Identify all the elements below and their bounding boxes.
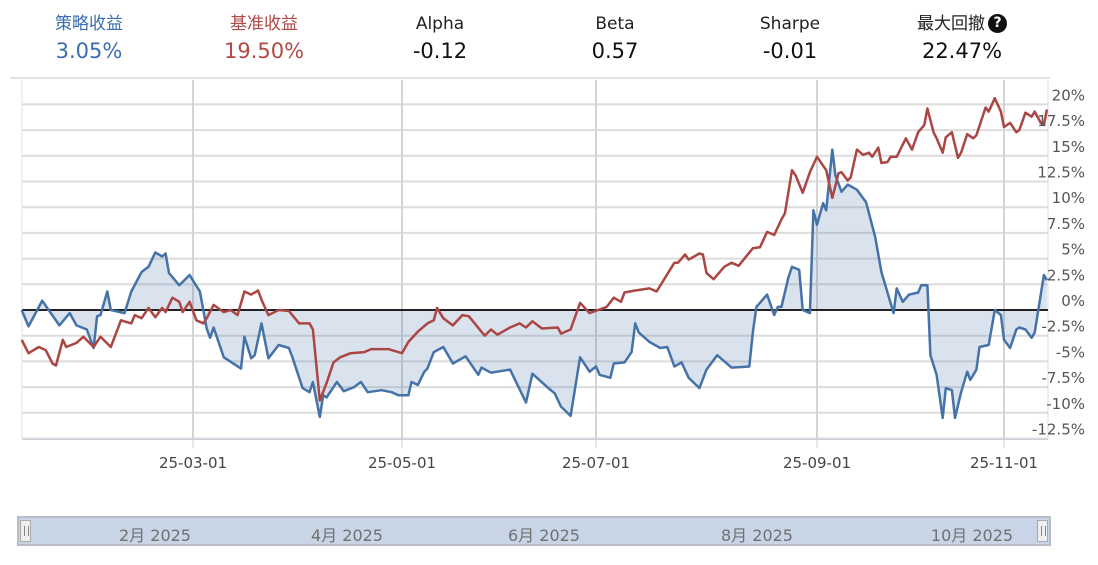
range-navigator[interactable]: 2月 2025 4月 2025 6月 2025 8月 2025 10月 2025: [17, 516, 1051, 546]
x-tick-label: 25-09-01: [783, 454, 851, 472]
y-tick-label: 17.5%: [1037, 112, 1085, 130]
stat-beta: Beta 0.57: [535, 12, 695, 66]
y-tick-label: 15%: [1052, 138, 1085, 156]
stat-max-drawdown: 最大回撤? 22.47%: [882, 12, 1042, 66]
y-tick-label: -10%: [1046, 395, 1085, 413]
x-tick-label: 25-05-01: [368, 454, 436, 472]
navigator-left-handle[interactable]: [20, 520, 31, 542]
y-axis: 20% 17.5% 15% 12.5% 10% 7.5% 5% 2.5% 0% -2.5% -5% -…: [1032, 86, 1085, 438]
navigator-right-handle[interactable]: [1037, 520, 1048, 542]
returns-chart: 20% 17.5% 15% 12.5% 10% 7.5% 5% 2.5% 0% -2.5% -5% -…: [20, 80, 1085, 472]
navigator-label: 4月 2025: [311, 526, 383, 545]
divider: [10, 77, 1050, 79]
stat-label-wrap: 最大回撤?: [882, 12, 1042, 36]
x-axis: 25-03-01 25-05-01 25-07-01 25-09-01 25-11-01: [159, 454, 1038, 472]
x-tick-label: 25-11-01: [970, 454, 1038, 472]
y-tick-label: 0%: [1061, 292, 1085, 310]
x-tick-label: 25-07-01: [562, 454, 630, 472]
y-tick-label: -12.5%: [1032, 421, 1085, 439]
stats-bar: 策略收益 3.05% 基准收益 19.50% Alpha -0.12 Beta …: [0, 0, 1098, 78]
y-tick-label: 2.5%: [1047, 266, 1085, 284]
stat-value: 3.05%: [55, 39, 123, 63]
stat-value: 22.47%: [921, 39, 1003, 63]
navigator-label: 10月 2025: [930, 526, 1014, 545]
stat-label: 策略收益: [55, 14, 123, 34]
navigator-label: 8月 2025: [721, 526, 793, 545]
series-lines: [20, 96, 1049, 420]
y-tick-label: -2.5%: [1041, 318, 1085, 336]
y-tick-label: -5%: [1056, 343, 1085, 361]
stat-benchmark-return: 基准收益 19.50%: [184, 12, 344, 66]
grid: [21, 80, 1049, 449]
y-tick-label: 5%: [1061, 241, 1085, 259]
stat-strategy-return: 策略收益 3.05%: [9, 12, 169, 66]
stat-label: Beta: [595, 14, 635, 34]
strategy-line: [20, 148, 1048, 420]
stat-value: -0.12: [412, 39, 468, 63]
stat-label: 最大回撤: [917, 14, 985, 34]
stat-alpha: Alpha -0.12: [360, 12, 520, 66]
y-tick-label: -7.5%: [1041, 369, 1085, 387]
question-circle-icon[interactable]: ?: [988, 14, 1007, 33]
stat-label: 基准收益: [230, 14, 298, 34]
navigator-label: 2月 2025: [119, 526, 191, 545]
stat-label: Sharpe: [759, 14, 821, 34]
stat-value: 19.50%: [223, 39, 305, 63]
y-tick-label: 12.5%: [1037, 164, 1085, 182]
stat-value: 0.57: [591, 39, 639, 63]
stat-label: Alpha: [415, 14, 465, 34]
stat-value: -0.01: [762, 39, 818, 63]
y-tick-label: 7.5%: [1047, 215, 1085, 233]
y-tick-label: 10%: [1052, 189, 1085, 207]
benchmark-line: [20, 96, 1049, 402]
x-tick-label: 25-03-01: [159, 454, 227, 472]
y-tick-label: 20%: [1052, 86, 1085, 104]
stat-sharpe: Sharpe -0.01: [710, 12, 870, 66]
navigator-label: 6月 2025: [508, 526, 580, 545]
